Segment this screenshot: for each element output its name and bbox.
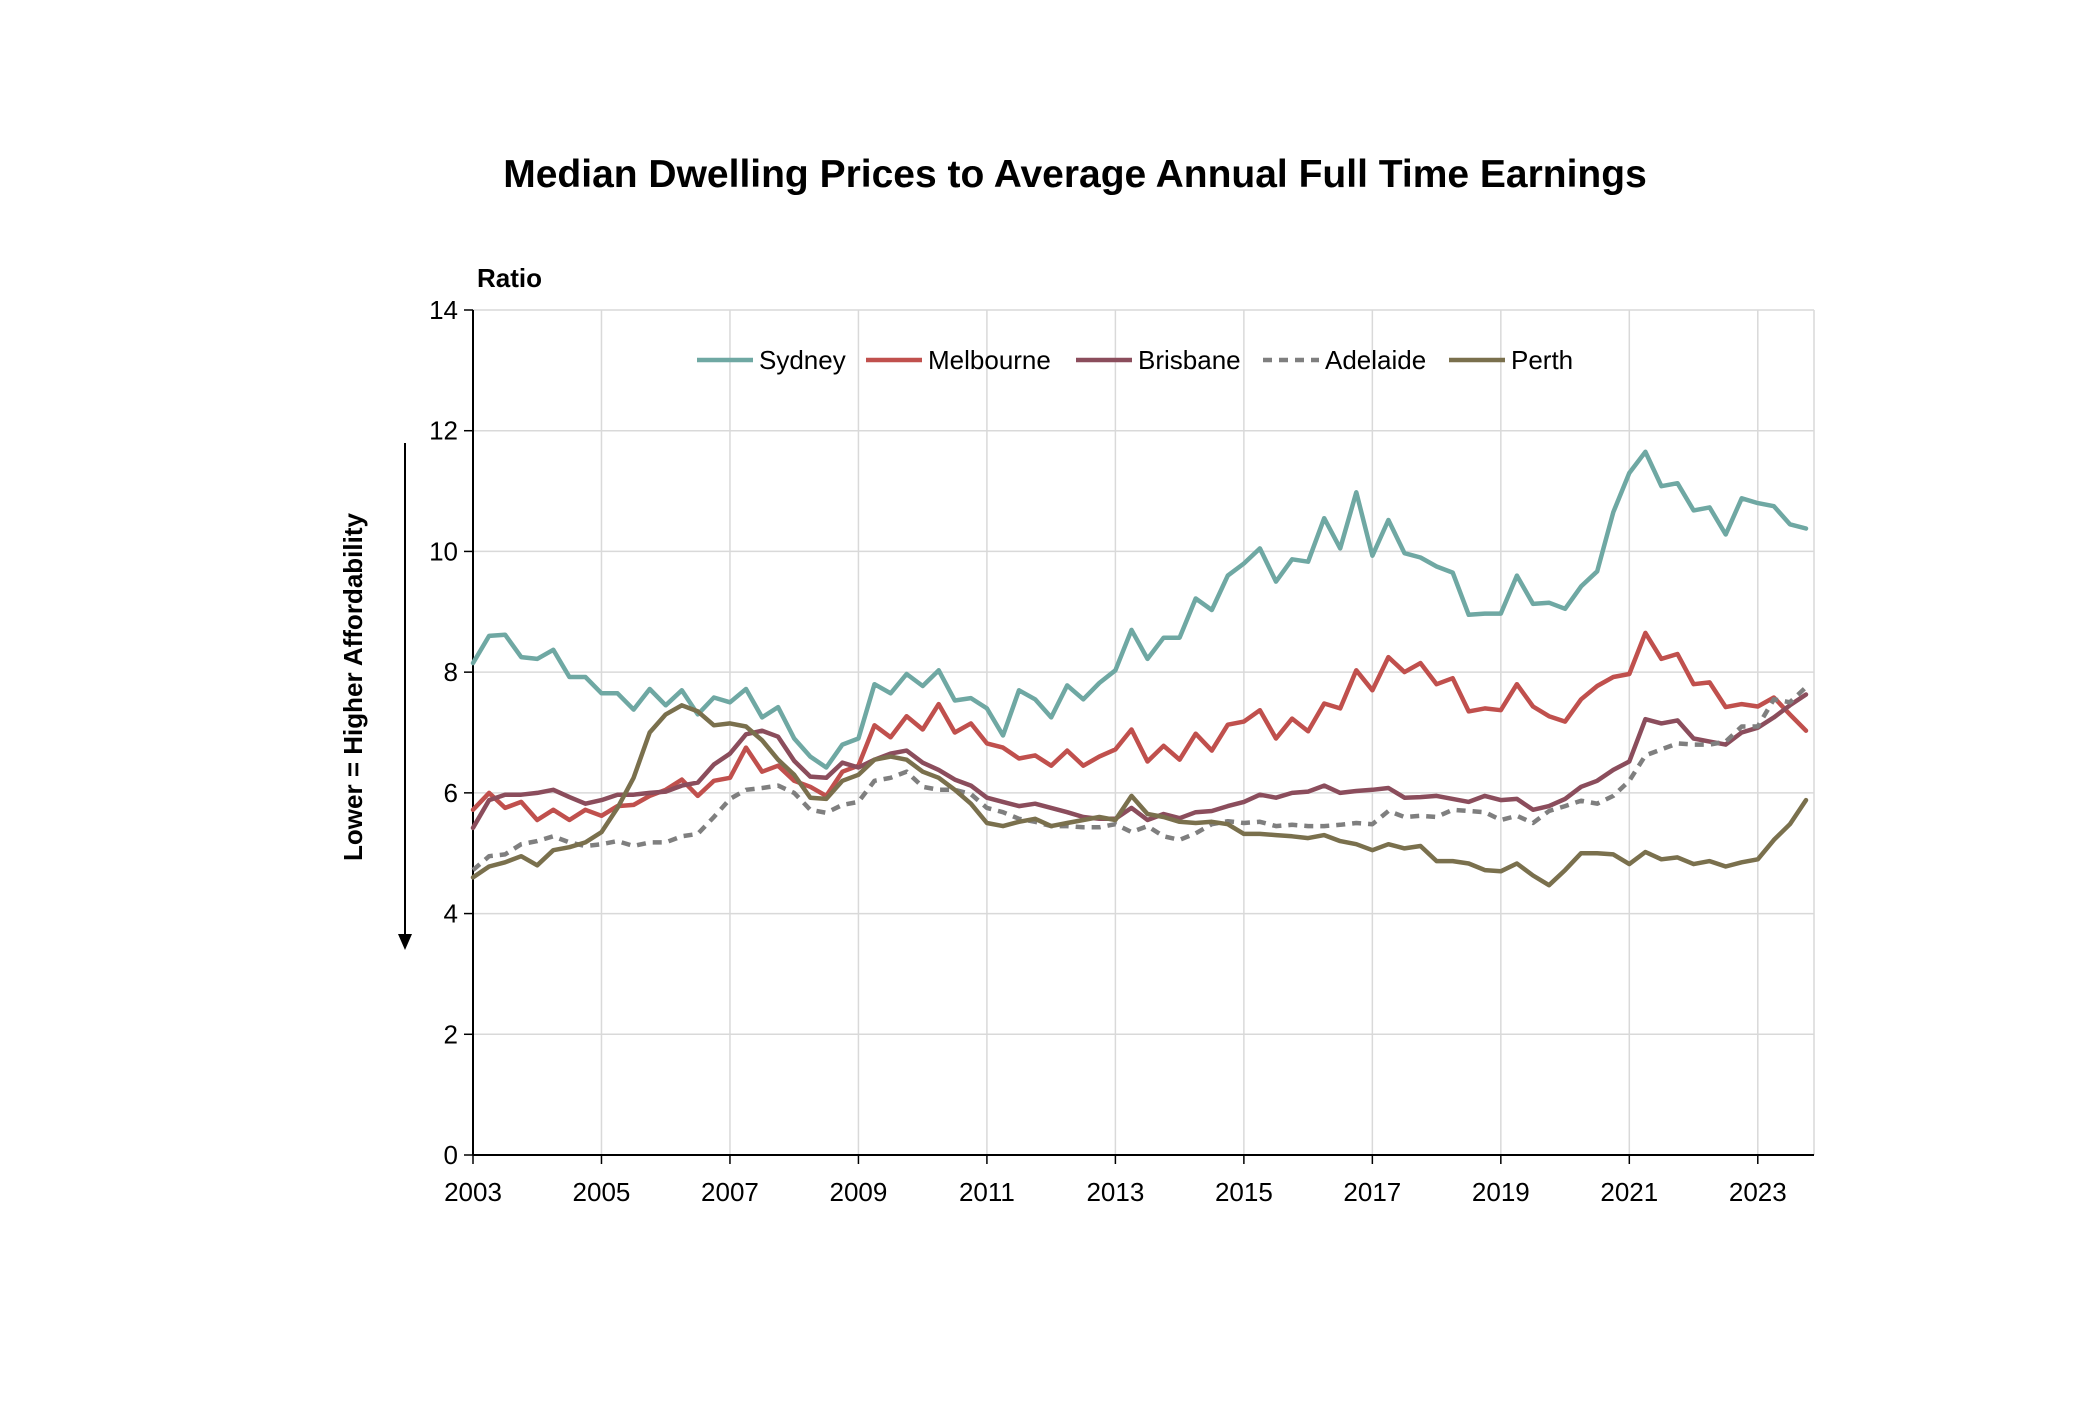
legend-item-melbourne: Melbourne — [866, 345, 1051, 375]
y-tick-label: 8 — [444, 657, 458, 687]
x-tick-label: 2023 — [1729, 1177, 1787, 1207]
series-line-adelaide — [471, 685, 1808, 872]
legend-item-adelaide: Adelaide — [1263, 345, 1426, 375]
x-tick-label: 2017 — [1343, 1177, 1401, 1207]
chart-title: Median Dwelling Prices to Average Annual… — [503, 153, 1647, 196]
y-tick-label: 4 — [444, 899, 458, 929]
legend-label: Melbourne — [928, 345, 1051, 375]
affordability-note: Lower = Higher Affordability — [338, 443, 412, 950]
y-tick-label: 2 — [444, 1019, 458, 1049]
legend-label: Brisbane — [1138, 345, 1241, 375]
y-tick-label: 12 — [429, 416, 458, 446]
legend: Sydney Melbourne Brisbane Adelaide Perth — [697, 345, 1573, 375]
series-lines — [470, 449, 1809, 888]
axes — [472, 310, 1814, 1156]
x-tick-label: 2013 — [1086, 1177, 1144, 1207]
x-tick-label: 2003 — [444, 1177, 502, 1207]
y-tick-label: 6 — [444, 778, 458, 808]
y-tick-label: 14 — [429, 295, 458, 325]
legend-label: Adelaide — [1325, 345, 1426, 375]
series-line-brisbane — [470, 692, 1809, 831]
legend-item-perth: Perth — [1449, 345, 1573, 375]
series-line-perth — [470, 703, 1809, 888]
affordability-note-text: Lower = Higher Affordability — [338, 513, 368, 861]
legend-item-brisbane: Brisbane — [1076, 345, 1241, 375]
gridlines — [473, 309, 1815, 1155]
affordability-arrow-head — [398, 934, 412, 950]
x-tick-label: 2009 — [830, 1177, 888, 1207]
x-tick-label: 2007 — [701, 1177, 759, 1207]
y-axis-ticks: 0 2 4 6 8 10 12 14 — [429, 295, 473, 1170]
x-tick-label: 2019 — [1472, 1177, 1530, 1207]
legend-label: Perth — [1511, 345, 1573, 375]
legend-label: Sydney — [759, 345, 846, 375]
y-axis-unit-label: Ratio — [477, 263, 542, 293]
x-tick-label: 2005 — [573, 1177, 631, 1207]
legend-item-sydney: Sydney — [697, 345, 846, 375]
x-tick-label: 2011 — [959, 1177, 1015, 1207]
x-axis-ticks: 2003 2005 2007 2009 2011 2013 2015 2017 2019 2021… — [444, 1155, 1787, 1207]
x-tick-label: 2021 — [1600, 1177, 1658, 1207]
y-tick-label: 10 — [429, 536, 458, 566]
series-line-sydney — [470, 449, 1809, 770]
y-tick-label: 0 — [444, 1140, 458, 1170]
x-tick-label: 2015 — [1215, 1177, 1273, 1207]
series-line-melbourne — [470, 630, 1809, 823]
